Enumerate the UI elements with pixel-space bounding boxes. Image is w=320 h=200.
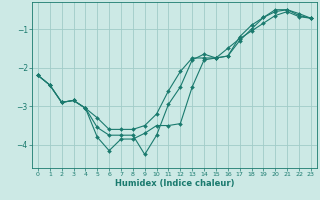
X-axis label: Humidex (Indice chaleur): Humidex (Indice chaleur) [115, 179, 234, 188]
